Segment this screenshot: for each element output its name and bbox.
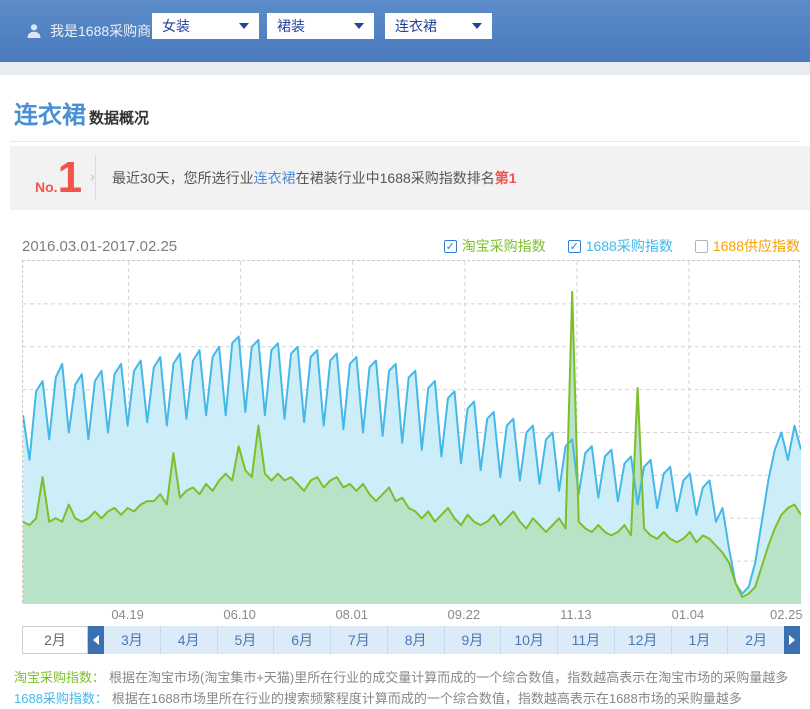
chevron-down-icon bbox=[239, 23, 249, 29]
month-tab[interactable]: 2月 bbox=[728, 626, 784, 654]
month-tab[interactable]: 4月 bbox=[161, 626, 218, 654]
chart-legend: ✓ 淘宝采购指数 ✓ 1688采购指数 1688供应指数 bbox=[422, 236, 800, 256]
x-tick-label: 04.19 bbox=[111, 607, 144, 622]
legend-item[interactable]: 1688供应指数 bbox=[695, 236, 800, 256]
month-tab[interactable]: 1月 bbox=[672, 626, 729, 654]
footnotes: 淘宝采购指数： 根据在淘宝市场(淘宝集市+天猫)里所在行业的成交量计算而成的一个综… bbox=[14, 667, 810, 709]
month-bar: 2月 3月4月5月6月7月8月9月10月11月12月1月2月 bbox=[22, 626, 800, 654]
top-header: 我是1688采购商 女装 裙装 连衣裙 bbox=[0, 0, 810, 62]
legend-checkbox[interactable]: ✓ bbox=[568, 240, 581, 253]
scroll-left-button[interactable] bbox=[88, 626, 104, 654]
footnote-taobao: 淘宝采购指数： 根据在淘宝市场(淘宝集市+天猫)里所在行业的成交量计算而成的一个综… bbox=[14, 667, 810, 688]
x-tick-label: 01.04 bbox=[672, 607, 705, 622]
dropdown-value: 连衣裙 bbox=[395, 16, 437, 36]
x-tick-label: 08.01 bbox=[335, 607, 368, 622]
banner-divider: › bbox=[95, 155, 96, 201]
month-tab[interactable]: 10月 bbox=[501, 626, 558, 654]
rank-number: 1 bbox=[58, 153, 82, 202]
category-dropdown-level3[interactable]: 连衣裙 bbox=[385, 13, 492, 39]
x-tick-label: 06.10 bbox=[223, 607, 256, 622]
category-dropdown-level2[interactable]: 裙装 bbox=[267, 13, 374, 39]
chart-plot bbox=[22, 260, 800, 603]
x-tick-label: 09.22 bbox=[448, 607, 481, 622]
chevron-right-icon: › bbox=[90, 172, 95, 185]
month-tab[interactable]: 6月 bbox=[274, 626, 331, 654]
user-menu[interactable]: 我是1688采购商 bbox=[26, 0, 167, 62]
legend-item[interactable]: ✓ 1688采购指数 bbox=[568, 236, 673, 256]
user-icon bbox=[26, 23, 42, 39]
keyword-link[interactable]: 连衣裙 bbox=[254, 170, 296, 186]
chevron-down-icon bbox=[472, 23, 482, 29]
legend-checkbox[interactable]: ✓ bbox=[444, 240, 457, 253]
month-tab[interactable]: 7月 bbox=[331, 626, 388, 654]
x-tick-label: 11.13 bbox=[560, 607, 592, 622]
chevron-down-icon bbox=[354, 23, 364, 29]
user-label: 我是1688采购商 bbox=[50, 21, 151, 41]
month-tab-selected[interactable]: 2月 bbox=[22, 626, 88, 654]
triangle-left-icon bbox=[93, 635, 99, 645]
footnote-1688: 1688采购指数： 根据在1688市场里所在行业的搜索频繁程度计算而成的一个综合数… bbox=[14, 688, 810, 709]
category-dropdown-level1[interactable]: 女装 bbox=[152, 13, 259, 39]
month-tab[interactable]: 11月 bbox=[558, 626, 615, 654]
month-tab[interactable]: 8月 bbox=[388, 626, 445, 654]
rank-text-before: 最近30天，您所选行业 bbox=[112, 170, 254, 186]
rank-badge: No.1 bbox=[35, 158, 82, 198]
month-tab[interactable]: 12月 bbox=[615, 626, 672, 654]
title-keyword: 连衣裙 bbox=[14, 102, 86, 129]
chart-header: 2016.03.01-2017.02.25 ✓ 淘宝采购指数 ✓ 1688采购指数 16… bbox=[22, 235, 800, 257]
header-substrip bbox=[0, 62, 810, 75]
date-range-label: 2016.03.01-2017.02.25 bbox=[22, 238, 177, 255]
dropdown-value: 女装 bbox=[162, 16, 190, 36]
rank-prefix: No. bbox=[35, 179, 58, 195]
legend-label: 1688采购指数 bbox=[586, 236, 673, 256]
month-tab[interactable]: 3月 bbox=[104, 626, 161, 654]
footnote-label: 1688采购指数： bbox=[14, 691, 108, 706]
scroll-right-button[interactable] bbox=[784, 626, 800, 654]
rank-banner: No.1 › 最近30天，您所选行业连衣裙在裙装行业中1688采购指数排名第1 bbox=[10, 146, 810, 210]
index-trend-chart bbox=[23, 261, 801, 604]
month-tab[interactable]: 9月 bbox=[445, 626, 502, 654]
rank-description: 最近30天，您所选行业连衣裙在裙装行业中1688采购指数排名第1 bbox=[112, 168, 517, 188]
rank-value: 第1 bbox=[495, 170, 517, 186]
footnote-label: 淘宝采购指数： bbox=[14, 670, 105, 685]
legend-item[interactable]: ✓ 淘宝采购指数 bbox=[444, 236, 546, 256]
month-tab[interactable]: 5月 bbox=[218, 626, 275, 654]
page-title: 连衣裙数据概况 bbox=[0, 75, 810, 130]
legend-label: 淘宝采购指数 bbox=[462, 236, 546, 256]
x-axis-labels: 04.19 06.10 08.01 09.22 11.13 01.04 02.25 bbox=[22, 603, 800, 624]
rank-text-middle: 在裙装行业中1688采购指数排名 bbox=[296, 170, 495, 186]
divider bbox=[10, 141, 800, 142]
title-suffix: 数据概况 bbox=[89, 110, 149, 127]
footnote-text: 根据在淘宝市场(淘宝集市+天猫)里所在行业的成交量计算而成的一个综合数值，指数越… bbox=[109, 670, 788, 685]
dropdown-value: 裙装 bbox=[277, 16, 305, 36]
month-tabs: 3月4月5月6月7月8月9月10月11月12月1月2月 bbox=[104, 626, 784, 654]
x-tick-label: 02.25 bbox=[770, 607, 803, 622]
legend-label: 1688供应指数 bbox=[713, 236, 800, 256]
legend-checkbox[interactable] bbox=[695, 240, 708, 253]
footnote-text: 根据在1688市场里所在行业的搜索频繁程度计算而成的一个综合数值，指数越高表示在… bbox=[112, 691, 742, 706]
triangle-right-icon bbox=[789, 635, 795, 645]
